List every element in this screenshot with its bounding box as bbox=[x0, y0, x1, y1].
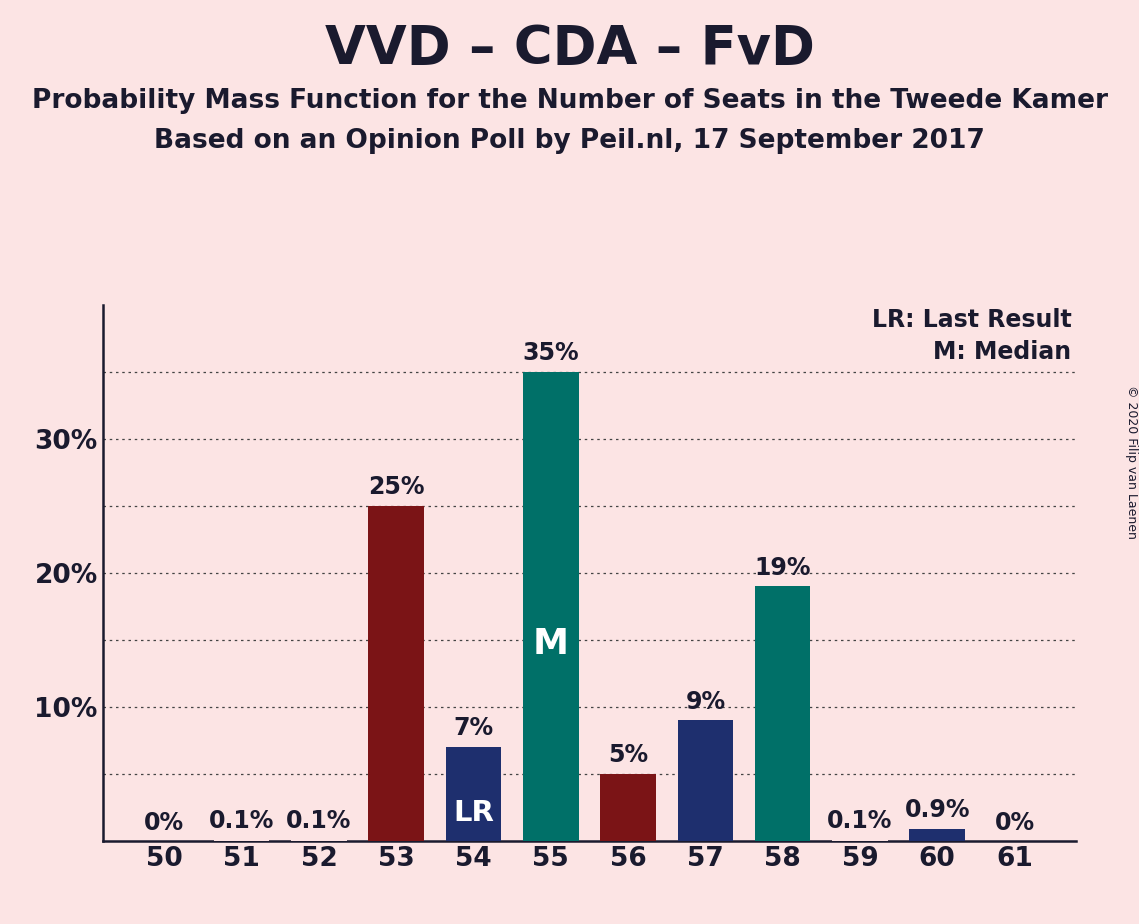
Text: 0.1%: 0.1% bbox=[827, 808, 893, 833]
Text: 0.9%: 0.9% bbox=[904, 798, 970, 822]
Text: 25%: 25% bbox=[368, 475, 425, 499]
Text: M: Median: M: Median bbox=[933, 340, 1072, 364]
Bar bbox=[755, 587, 811, 841]
Bar bbox=[523, 371, 579, 841]
Text: 0.1%: 0.1% bbox=[208, 808, 274, 833]
Bar bbox=[600, 774, 656, 841]
Text: Probability Mass Function for the Number of Seats in the Tweede Kamer: Probability Mass Function for the Number… bbox=[32, 88, 1107, 114]
Text: 0.1%: 0.1% bbox=[286, 808, 352, 833]
Text: 9%: 9% bbox=[686, 689, 726, 713]
Text: 5%: 5% bbox=[608, 743, 648, 767]
Bar bbox=[368, 506, 424, 841]
Text: LR: Last Result: LR: Last Result bbox=[871, 308, 1072, 332]
Text: 7%: 7% bbox=[453, 716, 493, 740]
Bar bbox=[214, 840, 270, 841]
Text: 0%: 0% bbox=[145, 811, 185, 835]
Text: 35%: 35% bbox=[523, 341, 579, 365]
Bar bbox=[445, 747, 501, 841]
Bar bbox=[678, 721, 734, 841]
Bar bbox=[833, 840, 887, 841]
Text: 19%: 19% bbox=[754, 555, 811, 579]
Text: LR: LR bbox=[453, 798, 494, 827]
Text: M: M bbox=[533, 626, 568, 661]
Bar bbox=[292, 840, 346, 841]
Text: VVD – CDA – FvD: VVD – CDA – FvD bbox=[325, 23, 814, 75]
Bar bbox=[909, 829, 965, 841]
Text: 0%: 0% bbox=[994, 811, 1034, 835]
Text: Based on an Opinion Poll by Peil.nl, 17 September 2017: Based on an Opinion Poll by Peil.nl, 17 … bbox=[154, 128, 985, 153]
Text: © 2020 Filip van Laenen: © 2020 Filip van Laenen bbox=[1124, 385, 1138, 539]
